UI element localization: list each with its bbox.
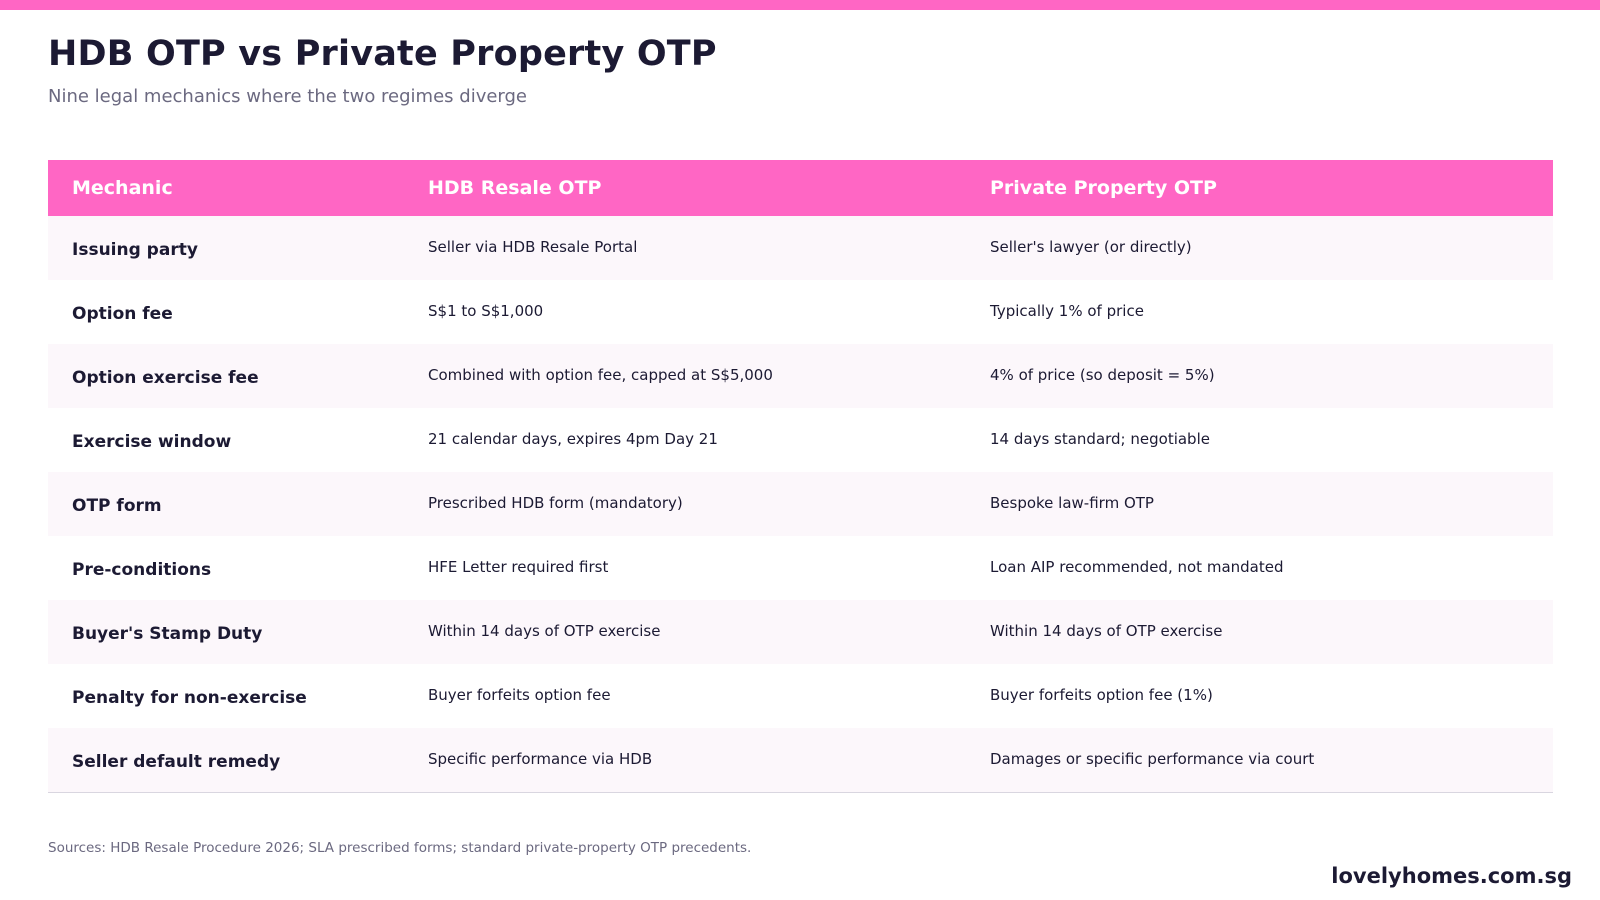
hdb-cell: Seller via HDB Resale Portal	[428, 238, 990, 256]
table-row: OTP form Prescribed HDB form (mandatory)…	[48, 472, 1553, 536]
table-row: Option fee S$1 to S$1,000 Typically 1% o…	[48, 280, 1553, 344]
private-cell: Within 14 days of OTP exercise	[990, 622, 1553, 640]
private-cell: Loan AIP recommended, not mandated	[990, 558, 1553, 576]
table-row: Penalty for non-exercise Buyer forfeits …	[48, 664, 1553, 728]
brand-wordmark: lovelyhomes.com.sg	[1331, 864, 1572, 888]
hdb-cell: Combined with option fee, capped at S$5,…	[428, 366, 990, 384]
table-row: Seller default remedy Specific performan…	[48, 728, 1553, 792]
mechanic-cell: Option exercise fee	[48, 368, 428, 388]
table-header: Mechanic HDB Resale OTP Private Property…	[48, 160, 1553, 216]
table-row: Option exercise fee Combined with option…	[48, 344, 1553, 408]
column-header-private: Private Property OTP	[990, 177, 1553, 199]
column-header-hdb: HDB Resale OTP	[428, 177, 990, 199]
private-cell: Seller's lawyer (or directly)	[990, 238, 1553, 256]
table-row: Issuing party Seller via HDB Resale Port…	[48, 216, 1553, 280]
mechanic-cell: Penalty for non-exercise	[48, 688, 428, 708]
page-title: HDB OTP vs Private Property OTP	[48, 34, 717, 74]
comparison-table: Mechanic HDB Resale OTP Private Property…	[48, 160, 1553, 793]
hdb-cell: Within 14 days of OTP exercise	[428, 622, 990, 640]
sources-note: Sources: HDB Resale Procedure 2026; SLA …	[48, 840, 751, 856]
hdb-cell: Buyer forfeits option fee	[428, 686, 990, 704]
hdb-cell: Prescribed HDB form (mandatory)	[428, 494, 990, 512]
private-cell: 14 days standard; negotiable	[990, 430, 1553, 448]
table-body: Issuing party Seller via HDB Resale Port…	[48, 216, 1553, 793]
hdb-cell: Specific performance via HDB	[428, 750, 990, 768]
hdb-cell: S$1 to S$1,000	[428, 302, 990, 320]
hdb-cell: HFE Letter required first	[428, 558, 990, 576]
mechanic-cell: OTP form	[48, 496, 428, 516]
table-row: Pre-conditions HFE Letter required first…	[48, 536, 1553, 600]
hdb-cell: 21 calendar days, expires 4pm Day 21	[428, 430, 990, 448]
top-accent-bar	[0, 0, 1600, 10]
mechanic-cell: Exercise window	[48, 432, 428, 452]
private-cell: Damages or specific performance via cour…	[990, 750, 1553, 768]
mechanic-cell: Seller default remedy	[48, 752, 428, 772]
column-header-mechanic: Mechanic	[48, 177, 428, 199]
mechanic-cell: Issuing party	[48, 240, 428, 260]
table-row: Buyer's Stamp Duty Within 14 days of OTP…	[48, 600, 1553, 664]
mechanic-cell: Buyer's Stamp Duty	[48, 624, 428, 644]
table-row: Exercise window 21 calendar days, expire…	[48, 408, 1553, 472]
private-cell: Typically 1% of price	[990, 302, 1553, 320]
private-cell: Bespoke law-firm OTP	[990, 494, 1553, 512]
mechanic-cell: Pre-conditions	[48, 560, 428, 580]
private-cell: 4% of price (so deposit = 5%)	[990, 366, 1553, 384]
mechanic-cell: Option fee	[48, 304, 428, 324]
page-subtitle: Nine legal mechanics where the two regim…	[48, 86, 527, 107]
private-cell: Buyer forfeits option fee (1%)	[990, 686, 1553, 704]
